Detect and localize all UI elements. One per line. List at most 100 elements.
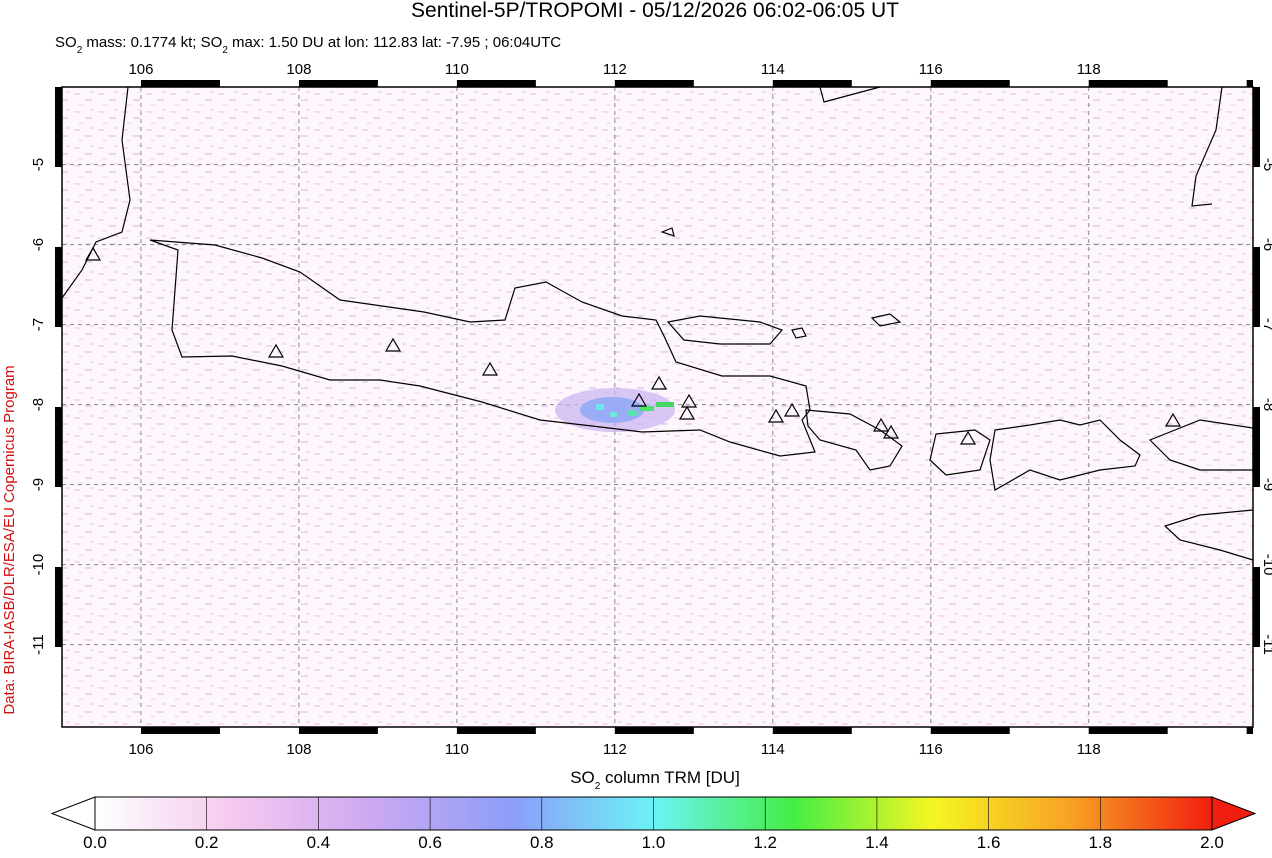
frame-bar xyxy=(1088,727,1168,734)
coast-madura xyxy=(666,315,784,345)
frame-bar xyxy=(1246,727,1253,734)
colorbar-tick-label: 1.0 xyxy=(642,833,666,852)
y-tick-label: -11 xyxy=(1260,634,1272,655)
colorbar-ticks: 0.0 0.2 0.4 0.6 0.8 1.0 1.2 1.4 1.6 1.8 2.0 xyxy=(83,797,1224,852)
chart-title: Sentinel-5P/TROPOMI - 05/12/2026 06:02-0… xyxy=(411,0,899,22)
colorbar-tick-label: 1.6 xyxy=(977,833,1001,852)
plume-pixel xyxy=(628,410,637,416)
so2-plume xyxy=(555,388,675,432)
coast-bali xyxy=(805,409,903,471)
frame-bar xyxy=(772,727,852,734)
grid xyxy=(62,87,1253,727)
x-tick-label: 110 xyxy=(445,741,469,758)
colorbar-tick-label: 0.4 xyxy=(307,833,331,852)
coast-sumatra xyxy=(61,86,131,299)
colorbar-tick-label: 1.8 xyxy=(1088,833,1112,852)
colorbar-under xyxy=(50,796,96,831)
frame-bar xyxy=(614,727,694,734)
coast-islet xyxy=(660,227,902,339)
volcanoes xyxy=(84,246,1182,445)
subscript: 2 xyxy=(77,45,83,56)
subtitle: SO2 mass: 0.1774 kt; SO2 max: 1.50 DU at… xyxy=(55,34,561,56)
volcano xyxy=(84,246,1182,445)
plume-pixel xyxy=(596,404,604,410)
y-tick-label: -7 xyxy=(1260,318,1272,331)
plume-pixel xyxy=(610,412,617,417)
text-part: column TRM [DU] xyxy=(600,768,740,787)
text-part: mass: 0.1774 kt; SO xyxy=(82,34,222,51)
frame-bar xyxy=(1253,87,1260,167)
frame-bar xyxy=(930,80,1010,87)
x-tick-label: 108 xyxy=(286,741,311,758)
y-tick-label: -9 xyxy=(1260,478,1272,491)
plume-core xyxy=(580,397,644,423)
colorbar-tick-label: 0.2 xyxy=(195,833,219,852)
ticks: 106 106 108 108 110 110 112 112 114 114 116 116 118 1… xyxy=(30,61,1272,758)
x-tick-label: 106 xyxy=(128,61,153,78)
y-tick-label: -6 xyxy=(1260,238,1272,251)
frame-bar xyxy=(55,247,62,327)
x-tick-label: 116 xyxy=(919,741,943,758)
y-tick-label: -9 xyxy=(30,478,47,491)
text-part: max: 1.50 DU at lon: 112.83 lat: -7.95 ;… xyxy=(228,34,561,51)
y-tick-label: -5 xyxy=(30,158,47,171)
y-tick-label: -7 xyxy=(30,318,47,331)
text-part: SO xyxy=(55,34,77,51)
x-tick-label: 106 xyxy=(128,741,153,758)
coast-java xyxy=(149,239,816,457)
x-tick-label: 110 xyxy=(445,61,469,78)
frame-bar xyxy=(1253,407,1260,487)
y-tick-label: -8 xyxy=(30,398,47,411)
y-tick-label: -6 xyxy=(30,238,47,251)
text-part: SO xyxy=(570,768,595,787)
frame-bar xyxy=(930,727,1010,734)
coast-sumbawa xyxy=(989,419,1141,491)
side-note: Data: BIRA-IASB/DLR/ESA/EU Copernicus Pr… xyxy=(1,365,18,714)
x-tick-label: 114 xyxy=(761,741,785,758)
colorbar-tick-label: 1.2 xyxy=(753,833,777,852)
coast-borneo xyxy=(819,86,881,103)
x-tick-label: 118 xyxy=(1077,61,1101,78)
degree-bars xyxy=(55,80,1260,734)
x-tick-label: 114 xyxy=(761,61,785,78)
y-tick-label: -11 xyxy=(30,634,47,655)
x-tick-label: 108 xyxy=(286,61,311,78)
y-tick-label: -10 xyxy=(1260,554,1272,576)
x-tick-label: 116 xyxy=(919,61,943,78)
y-tick-label: -8 xyxy=(1260,398,1272,411)
frame-bar xyxy=(1253,247,1260,327)
x-tick-label: 118 xyxy=(1077,741,1101,758)
colorbar-tick-label: 1.4 xyxy=(865,833,889,852)
frame-bar xyxy=(1253,567,1260,647)
y-tick-label: -5 xyxy=(1260,158,1272,171)
coast-sumba xyxy=(1163,509,1254,561)
frame-bar xyxy=(55,87,62,167)
frame-bar xyxy=(1088,80,1168,87)
frame-bar xyxy=(614,80,694,87)
frame-bar xyxy=(1246,80,1253,87)
coast-lombok xyxy=(929,429,991,476)
coast-sulawesi xyxy=(1191,86,1223,207)
frame-bar xyxy=(772,80,852,87)
subscript: 2 xyxy=(595,781,601,792)
colorbar-label: SO2 column TRM [DU] xyxy=(570,768,740,792)
plume-pixel xyxy=(640,406,654,411)
y-tick-label: -10 xyxy=(30,554,47,576)
colorbar-tick-label: 0.6 xyxy=(418,833,442,852)
colorbar-over xyxy=(1211,796,1257,831)
colorbar-tick-label: 0.8 xyxy=(530,833,554,852)
frame-bar xyxy=(456,80,536,87)
x-tick-label: 112 xyxy=(603,741,627,758)
colorbar-tick-label: 0.0 xyxy=(83,833,107,852)
plume-pixel xyxy=(656,402,674,407)
frame-bar xyxy=(55,407,62,487)
frame-bar xyxy=(298,80,378,87)
subscript: 2 xyxy=(222,45,228,56)
frame-bar xyxy=(298,727,378,734)
frame-bar xyxy=(55,567,62,647)
frame-bar xyxy=(140,80,220,87)
frame-bar xyxy=(140,727,220,734)
colorbar-tick-label: 2.0 xyxy=(1200,833,1224,852)
x-tick-label: 112 xyxy=(603,61,627,78)
